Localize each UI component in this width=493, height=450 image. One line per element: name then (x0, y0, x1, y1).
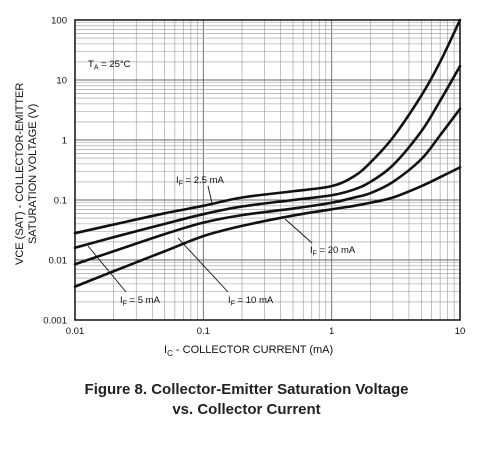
x-axis-label: IC - COLLECTOR CURRENT (mA) (164, 344, 333, 358)
series-line-1 (73, 18, 462, 235)
y-tick-label: 0.1 (54, 196, 67, 207)
x-tick-label: 0.01 (66, 326, 85, 337)
y-tick-label: 0.001 (43, 316, 67, 327)
y-tick-label: 0.01 (49, 256, 68, 267)
x-tick-label: 0.1 (197, 326, 210, 337)
x-axis-label-sub: C (167, 349, 173, 359)
series-annotation-label: IF = 5 mA (120, 295, 161, 308)
x-tick-label: 1 (329, 326, 334, 337)
chart-annotations: IF = 2.5 mA IF = 5 mA IF = 10 mA IF = 20 mA… (87, 59, 356, 308)
series-line-4 (73, 166, 462, 288)
series-annotation-label: IF = 2.5 mA (176, 175, 225, 188)
y-tick-label: 10 (56, 76, 67, 87)
annotation-leader-line (177, 237, 229, 293)
series-line-2 (73, 64, 462, 250)
y-axis-label-line1: VCE (SAT) - COLLECTOR-EMITTER (14, 82, 26, 265)
annotation-leader-line (87, 245, 127, 293)
series-line-3 (73, 107, 462, 266)
annotation-leader-line (284, 218, 313, 244)
x-axis-label-rest: - COLLECTOR CURRENT (mA) (172, 344, 334, 356)
figure-caption-line1: Figure 8. Collector-Emitter Saturation V… (84, 381, 409, 398)
chart-grid (74, 20, 460, 321)
y-axis-label: VCE (SAT) - COLLECTOR-EMITTER SATURATION… (14, 83, 40, 265)
x-axis-label-main: I (164, 344, 168, 356)
y-axis-label-line2: SATURATION VOLTAGE (V) (27, 103, 39, 245)
chart-curves (73, 18, 462, 288)
series-annotation-label: IF = 10 mA (228, 295, 274, 308)
y-tick-label: 100 (51, 16, 67, 27)
figure-caption-line2: vs. Collector Current (172, 401, 321, 418)
y-tick-label: 1 (62, 136, 67, 147)
annotation-leader-line (207, 185, 213, 204)
temperature-condition-label: TA = 25°C (88, 59, 131, 72)
plot-frame (74, 19, 461, 321)
x-tick-label: 10 (455, 326, 466, 337)
series-annotation-label: IF = 20 mA (310, 245, 356, 258)
